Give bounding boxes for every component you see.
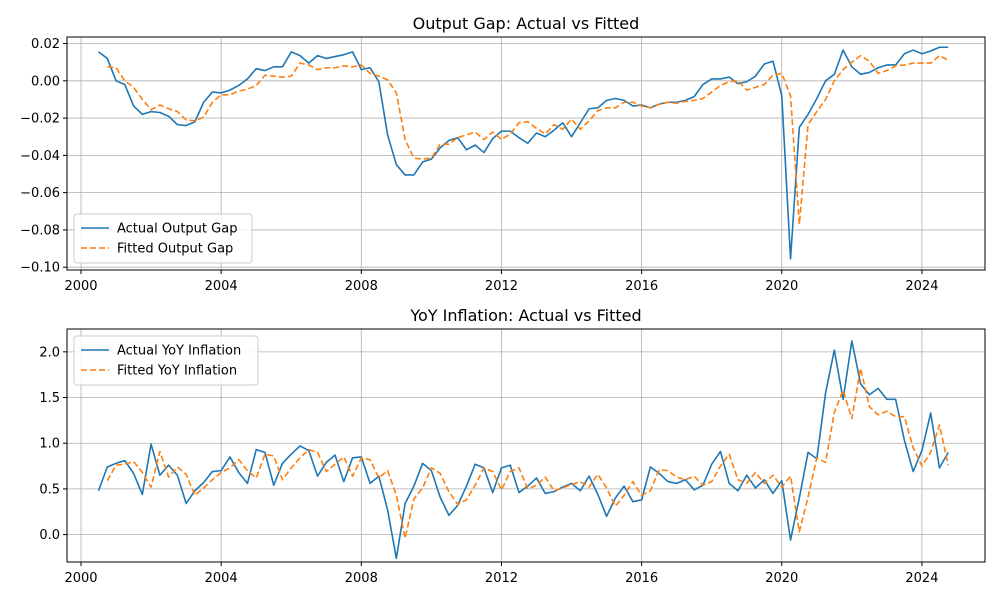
x-tick-label: 2016 [625, 279, 658, 294]
y-tick-label: −0.06 [20, 186, 60, 201]
chart-panel-2: 2000 2004 2008 2012 2016 2020 2024 0.0 0.5 1.0 1.5… [39, 306, 986, 586]
x-tick-label: 2024 [905, 279, 938, 294]
x-tick-label: 2008 [345, 571, 378, 586]
y-tick-label: 1.0 [39, 437, 60, 452]
legend-label: Fitted YoY Inflation [117, 364, 237, 379]
legend: Actual Output Gap Fitted Output Gap [73, 213, 253, 264]
x-tick-label: 2016 [625, 571, 658, 586]
chart-title: Output Gap: Actual vs Fitted [413, 14, 640, 33]
series-line-2 [106, 367, 949, 540]
y-tick-label: 0.00 [31, 74, 60, 89]
x-tick-label: 2012 [485, 571, 518, 586]
y-tick-label: 1.5 [39, 391, 60, 406]
legend-label: Actual YoY Inflation [117, 344, 241, 359]
series-line-2 [107, 54, 949, 226]
x-tick-label: 2000 [64, 571, 97, 586]
legend-box [73, 335, 259, 386]
x-tick-label: 2020 [765, 571, 798, 586]
x-tick-label: 2000 [64, 279, 97, 294]
x-tick-label: 2012 [485, 279, 518, 294]
y-tick-label: 0.02 [31, 37, 60, 52]
y-tick-label: −0.08 [20, 223, 60, 238]
legend-box [73, 213, 253, 264]
x-tick-label: 2020 [765, 279, 798, 294]
y-tick-label: −0.04 [20, 149, 60, 164]
axes-frame [66, 328, 986, 563]
y-tick-label: 2.0 [39, 345, 60, 360]
chart-title: YoY Inflation: Actual vs Fitted [409, 306, 641, 325]
series-line-1 [97, 340, 949, 560]
x-tick-label: 2024 [905, 571, 938, 586]
x-tick-label: 2004 [205, 279, 238, 294]
series-line-1 [98, 46, 949, 260]
y-tick-label: 0.5 [39, 482, 60, 497]
y-tick-label: 0.0 [39, 528, 60, 543]
legend: Actual YoY Inflation Fitted YoY Inflation [73, 335, 259, 386]
legend-label: Actual Output Gap [117, 222, 237, 237]
x-tick-label: 2004 [205, 571, 238, 586]
axes-frame [66, 36, 986, 271]
y-tick-label: −0.10 [20, 261, 60, 276]
y-tick-label: −0.02 [20, 112, 60, 127]
chart-panel-1: 2000 2004 2008 2012 2016 2020 2024 −0.10 −0.08 −0… [20, 14, 986, 294]
legend-label: Fitted Output Gap [117, 242, 233, 257]
x-tick-label: 2008 [345, 279, 378, 294]
